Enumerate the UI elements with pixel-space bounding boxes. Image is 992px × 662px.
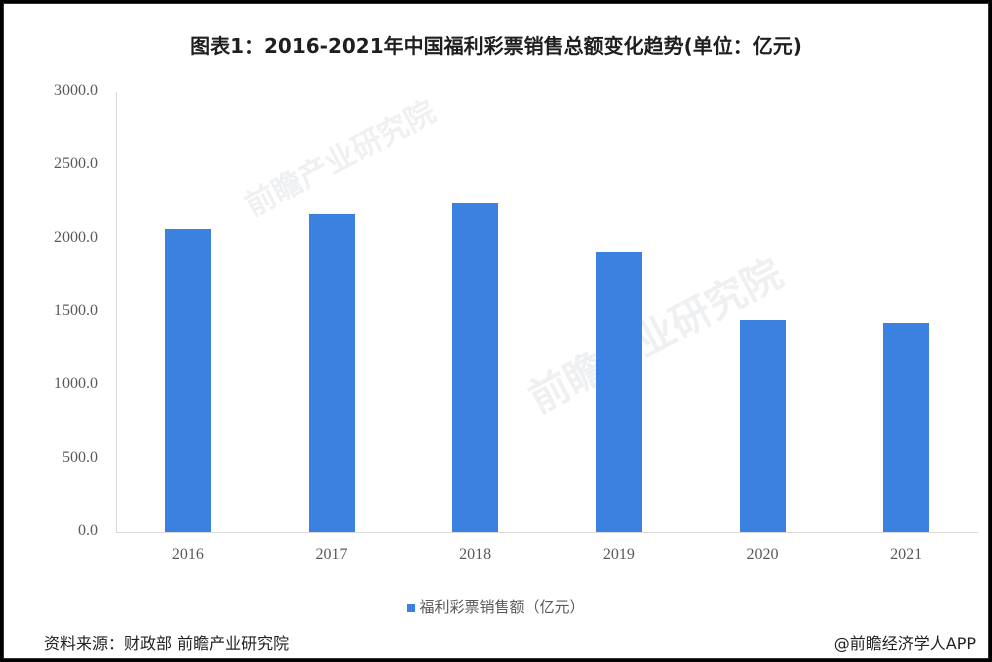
y-axis-line bbox=[116, 92, 117, 532]
x-tick-label: 2017 bbox=[315, 546, 348, 563]
y-tick-label: 1000.0 bbox=[54, 375, 98, 393]
legend-swatch bbox=[407, 603, 416, 612]
bar-2018 bbox=[452, 202, 499, 532]
x-tick-label: 2021 bbox=[890, 546, 923, 563]
y-tick-label: 3000.0 bbox=[54, 82, 98, 99]
x-tick-label: 2020 bbox=[746, 546, 779, 563]
bar-2017 bbox=[308, 213, 355, 532]
y-tick-label: 1500.0 bbox=[54, 302, 98, 319]
bar-2021 bbox=[883, 323, 930, 532]
bar-2019 bbox=[595, 251, 642, 532]
legend: 福利彩票销售额（亿元） bbox=[4, 596, 988, 617]
x-tick-label: 2016 bbox=[171, 546, 204, 563]
chart-title: 图表1：2016-2021年中国福利彩票销售总额变化趋势(单位：亿元) bbox=[190, 34, 802, 58]
x-tick-label: 2019 bbox=[602, 546, 635, 563]
credit-note: @前瞻经济学人APP bbox=[833, 634, 976, 653]
y-tick-label: 0.0 bbox=[78, 522, 98, 539]
x-axis-line bbox=[116, 532, 978, 533]
bar-2020 bbox=[739, 320, 786, 532]
bar-2016 bbox=[164, 229, 211, 532]
y-tick-label: 2500.0 bbox=[54, 155, 98, 173]
x-tick-label: 2018 bbox=[459, 546, 492, 563]
plot-area: 0.0 500.0 1000.0 1500.0 2000.0 2500.0 3000.0 2… bbox=[4, 4, 990, 660]
chart-frame: 图表1：2016-2021年中国福利彩票销售总额变化趋势(单位：亿元) 前瞻产业… bbox=[3, 3, 989, 659]
y-tick-label: 500.0 bbox=[62, 448, 98, 466]
y-tick-label: 2000.0 bbox=[54, 228, 98, 246]
source-note: 资料来源：财政部 前瞻产业研究院 bbox=[44, 634, 290, 653]
legend-label: 福利彩票销售额（亿元） bbox=[419, 598, 585, 616]
